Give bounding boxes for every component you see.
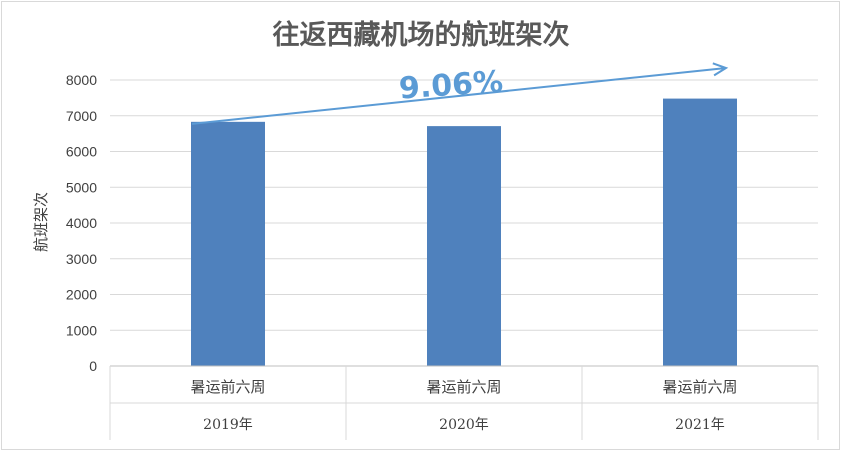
x-tick-label: 暑运前六周 bbox=[190, 378, 265, 396]
y-tick-label: 3000 bbox=[66, 251, 97, 267]
y-axis-ticks: 0 1000 2000 3000 4000 5000 6000 7000 8000 bbox=[66, 72, 97, 374]
growth-arrow-line bbox=[191, 67, 727, 125]
y-tick-label: 2000 bbox=[66, 287, 97, 303]
y-tick-label: 1000 bbox=[66, 322, 97, 338]
y-tick-label: 8000 bbox=[66, 72, 97, 88]
bars bbox=[191, 98, 737, 367]
y-tick-label: 0 bbox=[89, 358, 97, 374]
x-tick-label: 暑运前六周 bbox=[426, 378, 501, 396]
x-group-label: 2021年 bbox=[675, 417, 725, 433]
growth-annotation-label: 9.06% bbox=[398, 64, 504, 106]
x-tick-label: 暑运前六周 bbox=[662, 378, 737, 396]
y-axis-label: 航班架次 bbox=[32, 192, 50, 252]
x-axis: 暑运前六周 2019年 暑运前六周 2020年 暑运前六周 2021年 bbox=[109, 365, 819, 440]
bar bbox=[663, 98, 737, 366]
bar bbox=[427, 126, 501, 367]
chart-title: 往返西藏机场的航班架次 bbox=[273, 19, 570, 51]
x-group-label: 2020年 bbox=[439, 417, 489, 433]
bar bbox=[191, 121, 265, 366]
y-tick-label: 4000 bbox=[66, 215, 97, 231]
x-group-label: 2019年 bbox=[203, 417, 253, 433]
y-tick-label: 5000 bbox=[66, 179, 97, 195]
growth-annotation: 9.06% bbox=[191, 62, 729, 125]
y-tick-label: 6000 bbox=[66, 144, 97, 160]
growth-arrow-head bbox=[712, 62, 729, 77]
y-tick-label: 7000 bbox=[66, 108, 97, 124]
